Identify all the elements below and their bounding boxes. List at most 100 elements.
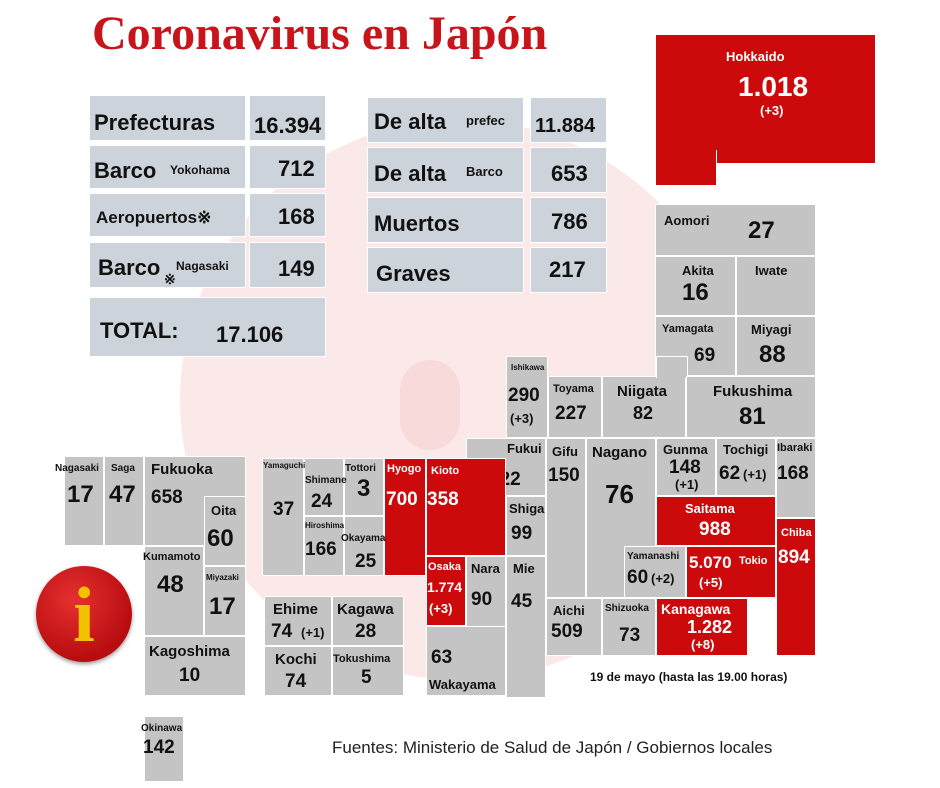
summary-barco-yokohama-value: 712 (278, 156, 315, 181)
summary-barco-yokohama-sub: Yokohama (170, 163, 230, 177)
pref-nagano-value: 76 (605, 479, 634, 509)
pref-osaka-delta: (+3) (429, 601, 453, 616)
summary-alta-barco-value-box: 653 (530, 147, 607, 193)
pref-yamaguchi-value: 37 (273, 499, 295, 520)
summary-prefecturas-label: Prefecturas (94, 110, 216, 135)
pref-yamagata-value: 69 (694, 345, 716, 366)
pref-aomori-value: 27 (748, 217, 775, 244)
info-icon: i (36, 566, 132, 662)
pref-tottori-value: 3 (357, 475, 371, 502)
pref-kochi-value: 74 (285, 671, 307, 692)
pref-kagoshima-value: 10 (179, 665, 201, 686)
pref-saga: Saga 47 (104, 456, 144, 546)
pref-oita-value: 60 (207, 525, 234, 552)
pref-chiba-value: 894 (778, 547, 810, 568)
pref-hyogo: Hyogo 700 (384, 458, 426, 576)
pref-tochigi-delta: (+1) (743, 467, 767, 482)
pref-niigata-name: Niigata (617, 383, 668, 400)
summary-barco-nagasaki-sub: Nagasaki (176, 259, 229, 273)
summary-graves-value-box: 217 (530, 247, 607, 293)
pref-osaka: Osaka 1.774 (+3) (426, 556, 466, 626)
summary-alta-prefec-label: De alta (374, 109, 447, 134)
pref-chiba: Chiba 894 (776, 518, 816, 656)
pref-nara-name: Nara (471, 561, 500, 576)
pref-aomori-name: Aomori (664, 213, 710, 228)
pref-niigata-ext (656, 356, 688, 378)
pref-nagasaki-name: Nagasaki (55, 463, 99, 474)
summary-graves-label: Graves (376, 261, 451, 286)
page-title: Coronavirus en Japón (92, 7, 548, 60)
pref-kanagawa-name: Kanagawa (661, 601, 731, 617)
pref-wakayama-name: Wakayama (429, 677, 496, 692)
pref-kioto: Kioto 358 (426, 458, 506, 556)
pref-mie: Mie 45 (506, 556, 546, 698)
sources-note: Fuentes: Ministerio de Salud de Japón / … (332, 738, 773, 757)
info-glyph: i (73, 571, 95, 658)
pref-tokio-value: 5.070 (689, 553, 732, 572)
summary-alta-prefec-value-box: 11.884 (530, 97, 607, 143)
pref-gunma-delta: (+1) (675, 477, 699, 492)
pref-kumamoto: Kumamoto 48 (143, 546, 204, 636)
summary-prefecturas-value: 16.394 (254, 113, 322, 138)
pref-gunma-name: Gunma (663, 442, 708, 457)
pref-hiroshima-name: Hiroshima (305, 521, 345, 530)
pref-ishikawa-name: Ishikawa (511, 363, 545, 372)
pref-hokkaido-value: 1.018 (738, 71, 809, 102)
pref-shiga-value: 99 (511, 523, 533, 544)
pref-akita: Akita 16 (655, 256, 736, 316)
summary-alta-barco-label: De alta (374, 161, 447, 186)
pref-tochigi-name: Tochigi (723, 442, 769, 457)
pref-kagoshima-name: Kagoshima (149, 643, 230, 660)
pref-tochigi-value: 62 (719, 463, 741, 484)
summary-prefecturas-label-box: Prefecturas (89, 95, 246, 141)
pref-kagoshima: Kagoshima 10 (144, 636, 246, 696)
pref-gifu-value: 150 (548, 465, 580, 486)
summary-barco-yokohama-value-box: 712 (249, 145, 326, 189)
summary-alta-prefec-label-box: De alta prefec (367, 97, 524, 143)
pref-saitama-name: Saitama (685, 501, 735, 516)
pref-nagasaki: Nagasaki 17 (55, 456, 104, 546)
pref-aichi: Aichi 509 (546, 598, 602, 656)
background-mark (400, 360, 460, 450)
pref-miyagi: Miyagi 88 (736, 316, 816, 376)
summary-barco-nagasaki-label-box: Barco ※ Nagasaki (89, 242, 246, 288)
pref-ehime-delta: (+1) (301, 625, 325, 640)
pref-gifu: Gifu 150 (546, 438, 586, 598)
pref-hokkaido-ext (655, 150, 717, 186)
pref-kagawa-value: 28 (355, 621, 377, 642)
pref-saga-value: 47 (109, 481, 136, 508)
pref-yamanashi-name: Yamanashi (627, 551, 680, 562)
pref-shizuoka-value: 73 (619, 625, 641, 646)
pref-miyazaki: Miyazaki 17 (204, 566, 246, 636)
pref-gunma-value: 148 (669, 457, 701, 478)
summary-alta-barco-label-box: De alta Barco (367, 147, 524, 193)
pref-ibaraki-name: Ibaraki (777, 442, 813, 454)
pref-tottori-name: Tottori (345, 463, 376, 474)
pref-shimane-value: 24 (311, 491, 333, 512)
pref-shiga: Shiga 99 (506, 496, 546, 556)
pref-nagasaki-value: 17 (67, 481, 94, 508)
pref-yamaguchi-name: Yamaguchi (263, 461, 306, 470)
pref-kumamoto-value: 48 (157, 571, 184, 598)
pref-ibaraki-value: 168 (777, 463, 809, 484)
summary-graves-value: 217 (549, 257, 586, 282)
pref-gifu-name: Gifu (552, 444, 578, 459)
pref-yamagata-name: Yamagata (662, 323, 714, 335)
pref-tokio-name: Tokio (739, 555, 768, 567)
pref-ehime: Ehime 74 (+1) (264, 596, 332, 646)
pref-gunma: Gunma 148 (+1) (656, 438, 716, 496)
pref-toyama-name: Toyama (553, 383, 594, 395)
summary-barco-nagasaki-mark: ※ (164, 271, 176, 287)
pref-fukushima: Fukushima 81 (686, 376, 816, 438)
pref-miyagi-value: 88 (759, 341, 786, 368)
pref-yamaguchi: Yamaguchi 37 (262, 458, 306, 576)
pref-okinawa-name: Okinawa (141, 723, 183, 734)
pref-kochi-name: Kochi (275, 651, 317, 668)
pref-akita-value: 16 (682, 279, 709, 306)
summary-barco-yokohama-label: Barco (94, 158, 157, 183)
pref-nagano-name: Nagano (592, 444, 648, 461)
pref-okayama-value: 25 (355, 551, 377, 572)
pref-hokkaido-name: Hokkaido (726, 49, 785, 64)
summary-graves-label-box: Graves (367, 247, 524, 293)
pref-fukushima-name: Fukushima (713, 383, 793, 400)
